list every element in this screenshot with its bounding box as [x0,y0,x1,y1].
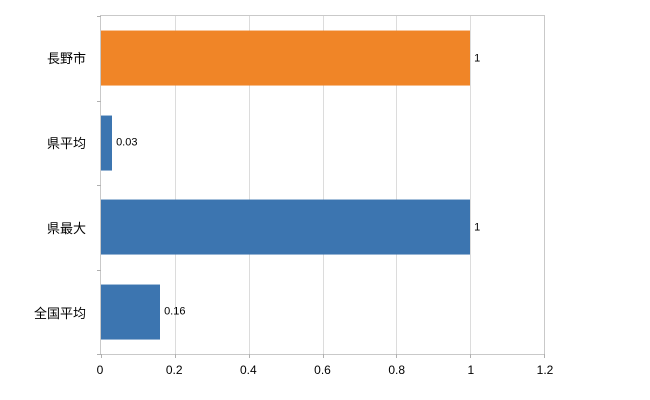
y-axis-tick [97,100,101,102]
bar-prefecture-average: 0.03 [101,115,137,171]
x-axis-tick [396,354,398,358]
bar-row: 0.16 [101,270,544,355]
y-axis-tick [97,354,101,355]
x-axis-tick-label: 0.8 [388,363,405,377]
x-axis-tick [248,354,250,358]
y-axis-tick [97,185,101,186]
category-label-national-average: 全国平均 [33,306,86,321]
gridline [396,16,398,354]
y-axis-tick [97,16,101,17]
gridline [470,16,472,354]
plot-area: 1 0.03 1 0.16 [97,15,545,358]
bar-value-label: 0.03 [116,136,138,149]
x-axis-tick-label: 0.4 [239,363,257,377]
bar-row: 1 [101,16,544,101]
x-axis-tick [322,354,324,358]
x-axis-tick [101,354,102,358]
gridline [248,16,250,354]
category-label-prefecture-average: 県平均 [46,136,86,151]
gridline [174,16,176,354]
gridline [322,16,324,354]
bar-row: 0.03 [101,101,544,186]
x-axis-tick-label: 1.2 [536,363,554,377]
bar-value-label: 1 [474,52,481,65]
x-axis-tick-label: 0.6 [314,363,331,377]
category-label-nagano-city: 長野市 [46,51,86,66]
x-axis-tick [174,354,176,358]
x-axis-tick-label: 1 [467,363,475,377]
bar-prefecture-max: 1 [101,199,480,255]
y-axis-category-labels: 長野市 県平均 県最大 全国平均 [0,15,94,355]
bar-value-label: 1 [474,221,481,234]
y-axis-tick [97,269,101,271]
bar-row: 1 [101,185,544,270]
bar-value-label: 0.16 [164,305,186,318]
x-axis-labels: 0 0.2 0.4 0.6 0.8 1 1.2 [96,355,554,381]
bars-layer: 1 0.03 1 0.16 [101,16,544,354]
category-label-prefecture-max: 県最大 [46,221,86,236]
bar-nagano-city: 1 [101,30,480,86]
x-axis-tick-label: 0 [96,363,104,377]
bar-national-average: 0.16 [101,284,185,340]
x-axis-tick [544,354,545,358]
x-axis-tick [470,354,472,358]
x-axis-tick-label: 0.2 [165,363,183,377]
